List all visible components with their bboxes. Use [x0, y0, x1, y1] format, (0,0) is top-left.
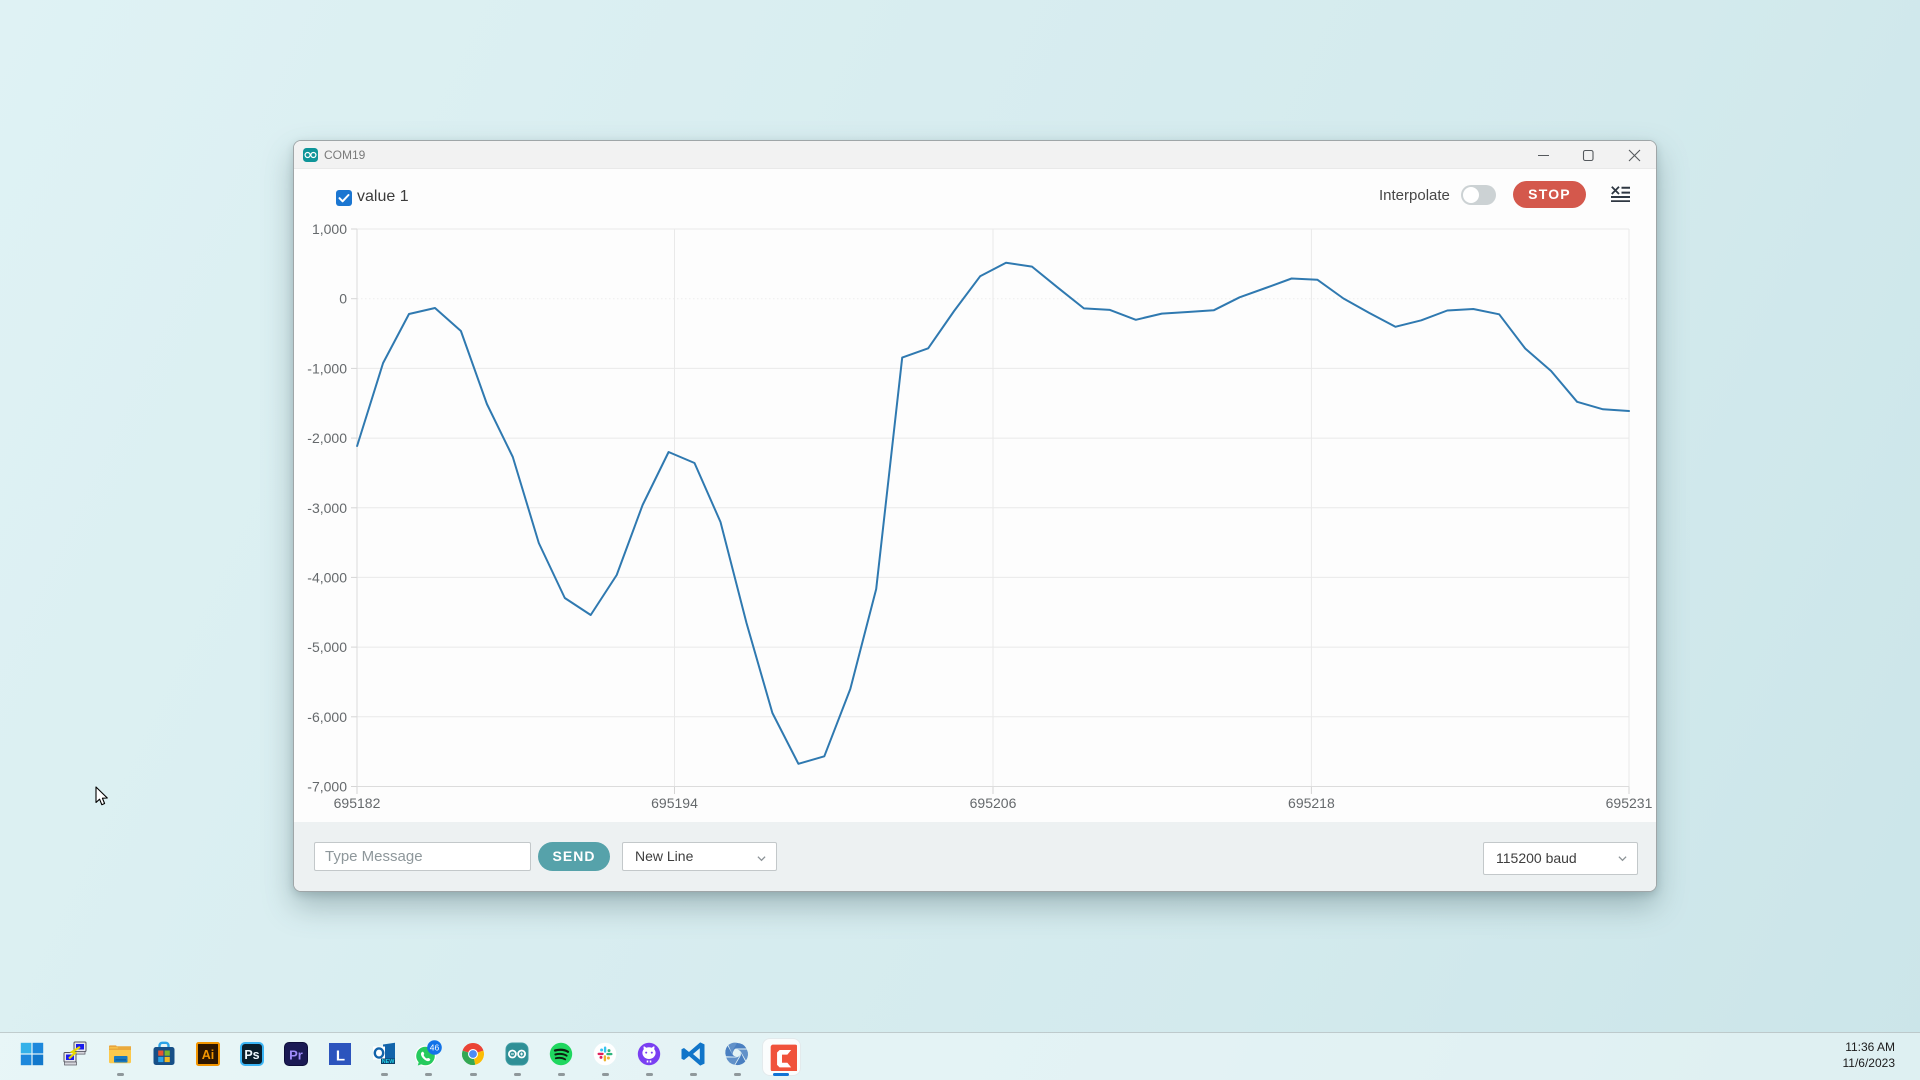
svg-text:-6,000: -6,000 [307, 709, 347, 725]
svg-text:Pr: Pr [289, 1048, 303, 1063]
svg-text:695231: 695231 [1606, 795, 1653, 811]
svg-text:-3,000: -3,000 [307, 500, 347, 516]
svg-text:-1,000: -1,000 [307, 360, 347, 376]
svg-text:695182: 695182 [334, 795, 381, 811]
svg-text:Ai: Ai [202, 1048, 215, 1062]
svg-text:-2,000: -2,000 [307, 430, 347, 446]
svg-text:L: L [336, 1048, 345, 1065]
svg-text:-7,000: -7,000 [307, 779, 347, 795]
svg-text:695218: 695218 [1288, 795, 1335, 811]
svg-text:Ps: Ps [244, 1048, 259, 1062]
svg-text:-4,000: -4,000 [307, 569, 347, 585]
svg-text:0: 0 [339, 291, 347, 307]
svg-text:1,000: 1,000 [312, 221, 347, 237]
svg-text:695194: 695194 [651, 795, 698, 811]
svg-text:NEW: NEW [382, 1059, 395, 1065]
svg-text:-5,000: -5,000 [307, 639, 347, 655]
svg-text:695206: 695206 [970, 795, 1017, 811]
svg-text:46: 46 [430, 1042, 440, 1052]
